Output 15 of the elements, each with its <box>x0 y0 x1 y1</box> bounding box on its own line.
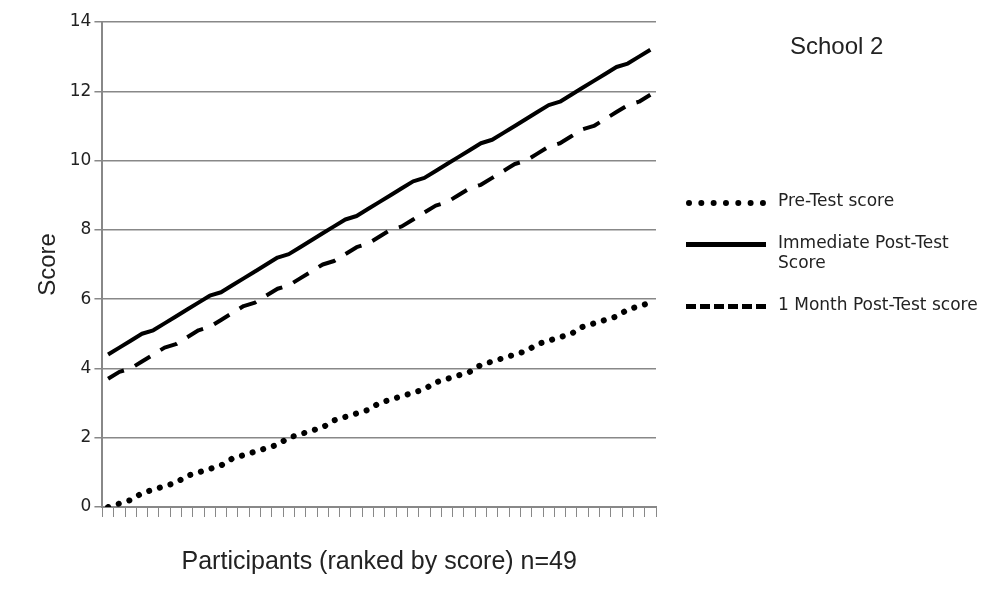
text: School 2 <box>790 32 884 60</box>
y-tick-label: 12 <box>69 79 92 100</box>
legend-label: Immediate Post-Test Score <box>778 232 950 272</box>
line-series <box>106 92 653 381</box>
y-tick-label: 14 <box>69 10 92 31</box>
y-tick-label: 8 <box>80 218 92 239</box>
y-tick-label: 6 <box>80 287 92 308</box>
y-tick-label: 10 <box>69 148 92 169</box>
y-tick-label: 2 <box>80 426 92 447</box>
y-tick-label: 4 <box>80 356 92 377</box>
x-axis-title: Participants (ranked by score) n=49 <box>181 545 577 574</box>
y-tick-label: 0 <box>80 495 92 516</box>
legend-label: Pre-Test score <box>778 190 895 210</box>
y-axis-title: Score <box>33 233 61 296</box>
legend-label: 1 Month Post-Test score <box>778 294 978 314</box>
